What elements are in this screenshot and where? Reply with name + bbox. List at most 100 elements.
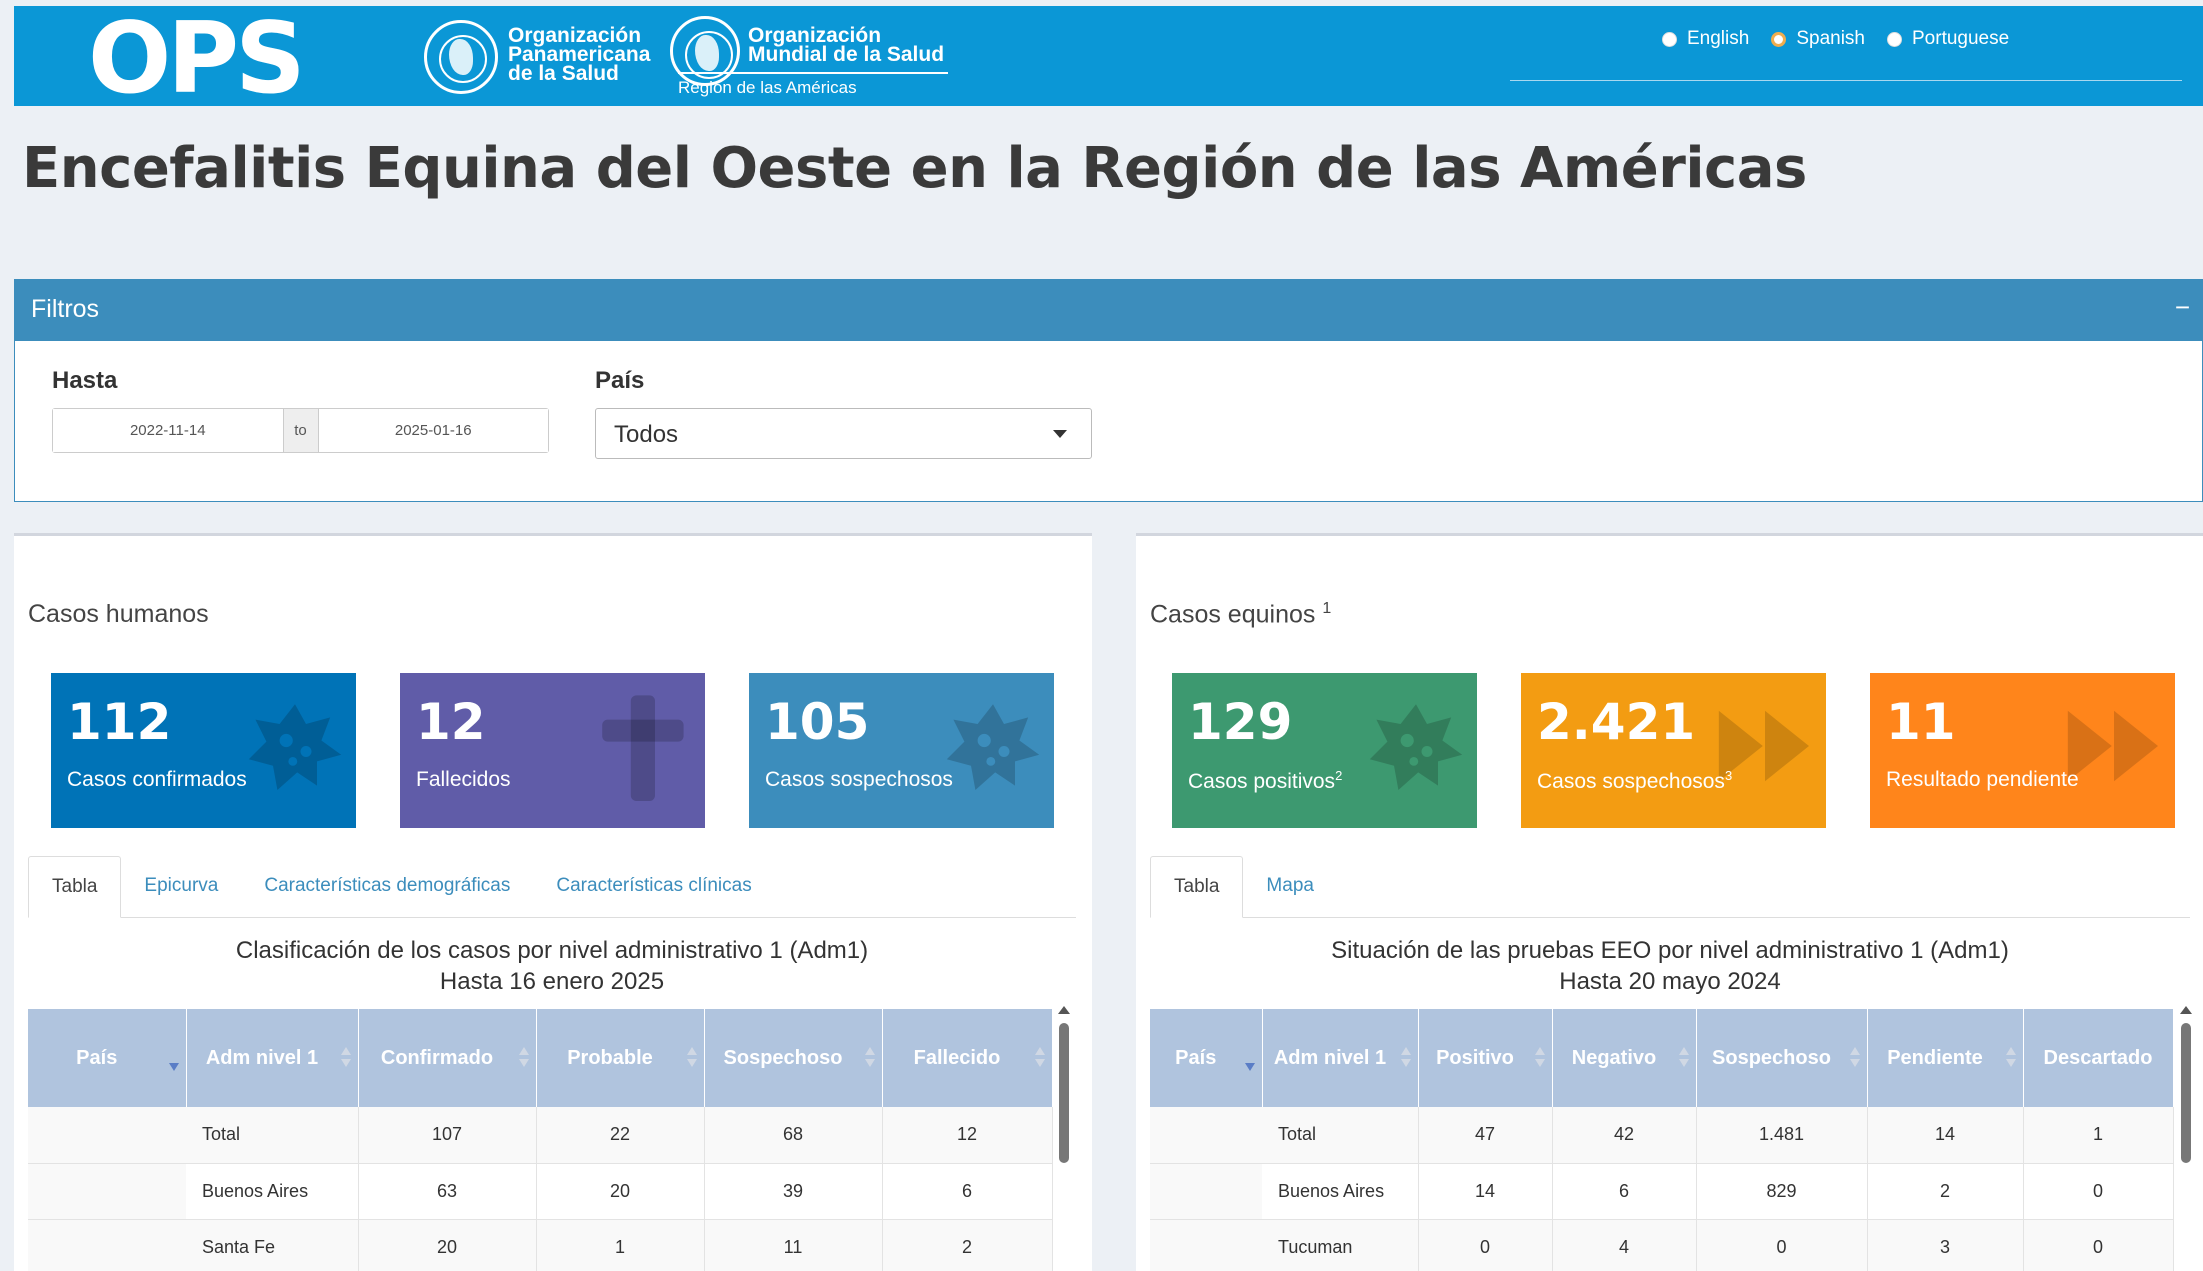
deaths-value: 12 xyxy=(416,693,486,751)
equine-cases-panel: Casos equinos 1 129 Casos positivos2 2.4… xyxy=(1136,533,2203,1271)
ops-logo: OPS xyxy=(88,2,306,116)
sort-icon[interactable] xyxy=(518,1047,529,1071)
column-header-probable[interactable]: Probable xyxy=(536,1009,705,1107)
pending-result-box: 11 Resultado pendiente xyxy=(1870,673,2175,828)
country-select[interactable]: Todos xyxy=(595,408,1092,459)
filters-header[interactable]: Filtros − xyxy=(15,280,2202,341)
tab-caracteristicas-demograficas[interactable]: Características demográficas xyxy=(264,875,511,896)
chevron-down-icon xyxy=(1053,430,1067,438)
confirmed-cases-label: Casos confirmados xyxy=(67,768,247,791)
column-header-adm-nivel-1[interactable]: Adm nivel 1 xyxy=(186,1009,359,1107)
positive-cases-value: 129 xyxy=(1188,693,1293,751)
table-row: Tucuman 0 4 0 3 0 xyxy=(1150,1219,2174,1271)
virus-icon xyxy=(946,704,1040,790)
region-label: Región de las Américas xyxy=(678,72,948,98)
column-header-descartado[interactable]: Descartado xyxy=(2023,1009,2174,1107)
column-header-sospechoso[interactable]: Sospechoso xyxy=(1696,1009,1868,1107)
scroll-up-arrow-icon[interactable] xyxy=(2180,1006,2192,1014)
sort-icon[interactable] xyxy=(340,1047,351,1071)
sort-icon[interactable] xyxy=(2005,1047,2016,1071)
pending-result-value: 11 xyxy=(1886,693,1956,751)
sort-icon[interactable] xyxy=(1849,1047,1860,1071)
deaths-box: 12 Fallecidos xyxy=(400,673,705,828)
paho-name: Organización Panamericana de la Salud xyxy=(508,24,651,85)
tab-mapa[interactable]: Mapa xyxy=(1266,875,1314,896)
country-label: País xyxy=(595,367,645,394)
tab-epicurva[interactable]: Epicurva xyxy=(144,875,219,896)
equine-suspected-box: 2.421 Casos sospechosos3 xyxy=(1521,673,1826,828)
fast-forward-icon xyxy=(2067,710,2158,782)
positive-cases-label: Casos positivos2 xyxy=(1188,768,1343,793)
column-header-negativo[interactable]: Negativo xyxy=(1552,1009,1697,1107)
filters-box: Filtros − Hasta to País Todos xyxy=(14,279,2203,502)
column-header-positivo[interactable]: Positivo xyxy=(1418,1009,1553,1107)
sort-icon[interactable] xyxy=(1400,1047,1411,1071)
human-table-scrollbar[interactable] xyxy=(1059,1023,1069,1163)
tab-tabla[interactable]: Tabla xyxy=(28,856,122,918)
page-title: Encefalitis Equina del Oeste en la Regió… xyxy=(22,136,1807,201)
date-to-input[interactable] xyxy=(318,409,548,452)
sort-icon[interactable] xyxy=(864,1047,875,1071)
radio-spanish[interactable] xyxy=(1771,31,1787,47)
human-cases-table: País Adm nivel 1 Confirmado Probable Sos… xyxy=(28,1009,1053,1271)
human-cases-panel: Casos humanos 112 Casos confirmados 12 F… xyxy=(14,533,1092,1271)
footnote-marker: 1 xyxy=(1322,600,1332,617)
date-from-input[interactable] xyxy=(53,409,283,452)
equine-suspected-value: 2.421 xyxy=(1537,693,1696,751)
table-row: Total 107 22 68 12 xyxy=(28,1107,1053,1164)
column-header-confirmado[interactable]: Confirmado xyxy=(358,1009,537,1107)
positive-cases-box: 129 Casos positivos2 xyxy=(1172,673,1477,828)
confirmed-cases-box: 112 Casos confirmados xyxy=(51,673,356,828)
filters-title: Filtros xyxy=(31,295,100,323)
pending-result-label: Resultado pendiente xyxy=(1886,768,2079,791)
suspected-cases-box: 105 Casos sospechosos xyxy=(749,673,1054,828)
sort-icon[interactable] xyxy=(1678,1047,1689,1071)
sort-icon[interactable] xyxy=(686,1047,697,1071)
equine-table-scrollbar[interactable] xyxy=(2181,1023,2191,1163)
column-header-fallecido[interactable]: Fallecido xyxy=(882,1009,1053,1107)
confirmed-cases-value: 112 xyxy=(67,693,172,751)
language-selector: English Spanish Portuguese xyxy=(1662,28,2009,50)
who-name: Organización Mundial de la Salud xyxy=(748,24,945,66)
date-range-separator: to xyxy=(282,409,319,452)
tab-tabla[interactable]: Tabla xyxy=(1150,856,1244,918)
table-row: Buenos Aires 63 20 39 6 xyxy=(28,1163,1053,1220)
virus-icon xyxy=(248,704,342,790)
column-header-adm-nivel-1[interactable]: Adm nivel 1 xyxy=(1262,1009,1419,1107)
table-row: Buenos Aires 14 6 829 2 0 xyxy=(1150,1163,2174,1220)
column-header-pais[interactable]: País xyxy=(28,1009,187,1107)
sort-icon[interactable] xyxy=(1034,1047,1045,1071)
date-range-input: to xyxy=(52,408,549,453)
who-emblem-icon xyxy=(670,16,740,86)
language-option-spanish[interactable]: Spanish xyxy=(1771,28,1865,50)
language-option-english[interactable]: English xyxy=(1662,28,1749,50)
tab-caracteristicas-clinicas[interactable]: Características clínicas xyxy=(556,875,752,896)
table-row: Total 47 42 1.481 14 1 xyxy=(1150,1107,2174,1164)
sort-desc-icon[interactable] xyxy=(1244,1047,1255,1071)
virus-icon xyxy=(1369,704,1463,790)
date-label: Hasta xyxy=(52,367,118,394)
radio-portuguese[interactable] xyxy=(1887,31,1902,47)
column-header-pendiente[interactable]: Pendiente xyxy=(1867,1009,2024,1107)
scroll-up-arrow-icon[interactable] xyxy=(1058,1006,1070,1014)
column-header-pais[interactable]: País xyxy=(1150,1009,1263,1107)
column-header-sospechoso[interactable]: Sospechoso xyxy=(704,1009,883,1107)
sort-desc-icon[interactable] xyxy=(168,1047,179,1071)
deaths-label: Fallecidos xyxy=(416,768,511,791)
sort-icon[interactable] xyxy=(1534,1047,1545,1071)
human-cases-title: Casos humanos xyxy=(28,600,209,628)
equine-tabs: Tabla Mapa xyxy=(1150,856,2190,918)
equine-table-caption: Situación de las pruebas EEO por nivel a… xyxy=(1331,937,2009,995)
equine-cases-title: Casos equinos 1 xyxy=(1150,600,1332,629)
human-table-caption: Clasificación de los casos por nivel adm… xyxy=(235,937,869,995)
equine-tests-table: País Adm nivel 1 Positivo Negativo Sospe… xyxy=(1150,1009,2174,1271)
country-select-value: Todos xyxy=(614,421,679,448)
paho-emblem-icon xyxy=(424,20,498,94)
suspected-cases-value: 105 xyxy=(765,693,870,751)
human-tabs: Tabla Epicurva Características demográfi… xyxy=(28,856,1076,918)
language-option-portuguese[interactable]: Portuguese xyxy=(1887,28,2009,50)
cross-icon xyxy=(602,695,684,801)
radio-english[interactable] xyxy=(1662,31,1677,47)
collapse-button[interactable]: − xyxy=(2174,292,2190,322)
language-divider xyxy=(1510,80,2182,81)
